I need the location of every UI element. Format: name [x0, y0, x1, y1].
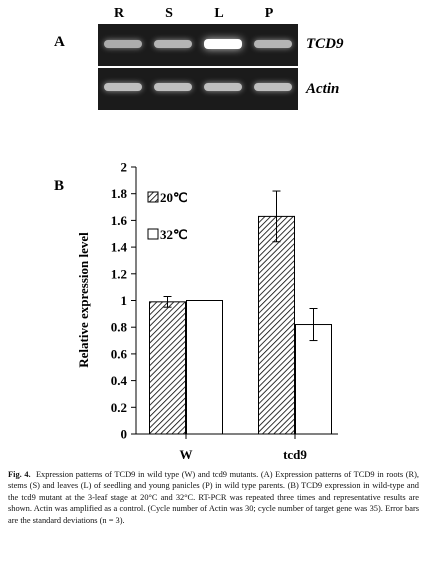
y-axis: 0 0.2 0.4 0.6 0.8 1 1.2 1.4 1.6 1.8 2	[111, 160, 136, 442]
figure-caption: Fig. 4. Expression patterns of TCD9 in w…	[8, 469, 419, 526]
legend-label: 32℃	[160, 227, 188, 242]
expression-bar-chart: Relative expression level 0 0.2 0.4 0.6 0.8 1…	[76, 160, 338, 462]
caption-text: Expression patterns of TCD9 in wild type…	[8, 470, 420, 525]
band-tcd9-l	[204, 39, 242, 49]
lane-label-r: R	[113, 6, 125, 21]
band-actin-r	[104, 83, 142, 91]
band-actin-s	[154, 83, 192, 91]
x-tick-label: tcd9	[283, 447, 307, 462]
band-tcd9-s	[154, 40, 192, 48]
band-actin-l	[204, 83, 242, 91]
y-tick-label: 1.4	[111, 240, 128, 255]
legend-label: 20℃	[160, 190, 188, 205]
bar	[186, 300, 223, 435]
legend-swatch	[147, 191, 159, 203]
lane-label-s: S	[165, 6, 173, 21]
panel-a-letter: A	[54, 34, 65, 50]
bar	[258, 215, 295, 435]
y-tick-label: 0	[121, 427, 128, 442]
y-tick-label: 2	[121, 160, 128, 175]
y-tick-label: 1.8	[111, 186, 128, 201]
y-tick-label: 1	[121, 293, 128, 308]
lane-label-l: L	[214, 6, 224, 21]
gene-label-tcd9: TCD9	[306, 36, 344, 52]
error-bars	[163, 190, 318, 342]
gene-label-actin: Actin	[306, 81, 340, 97]
gel-actin	[98, 68, 298, 110]
gel-tcd9	[98, 24, 298, 66]
panel-b-letter: B	[54, 178, 65, 194]
y-tick-label: 0.2	[111, 400, 127, 415]
legend-swatch	[147, 228, 159, 240]
y-tick-label: 1.2	[111, 266, 127, 281]
bar	[149, 301, 186, 435]
x-tick-label: W	[180, 447, 193, 462]
legend: 20℃ 32℃	[147, 190, 188, 242]
y-axis-label: Relative expression level	[76, 232, 91, 368]
y-tick-label: 0.6	[111, 346, 128, 361]
caption-fig-label: Fig. 4.	[8, 470, 31, 479]
lane-label-p: P	[264, 6, 274, 21]
y-tick-label: 0.8	[111, 320, 128, 335]
band-tcd9-p	[254, 40, 292, 48]
band-tcd9-r	[104, 40, 142, 48]
y-tick-label: 1.6	[111, 213, 128, 228]
bars	[149, 215, 332, 435]
band-actin-p	[254, 83, 292, 91]
y-tick-label: 0.4	[111, 373, 128, 388]
